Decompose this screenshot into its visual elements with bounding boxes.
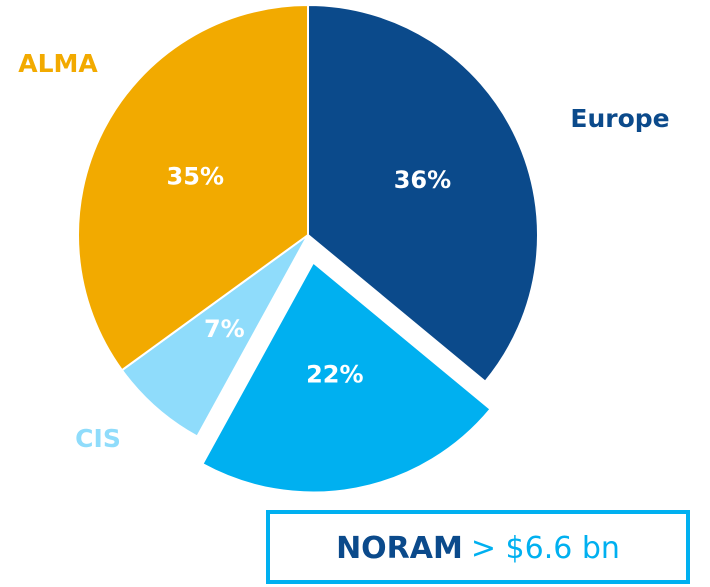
data-label: 35%	[167, 163, 224, 191]
category-label: ALMA	[18, 49, 98, 78]
data-label: 7%	[204, 315, 245, 343]
callout-region: NORAM	[336, 531, 463, 566]
callout-text: NORAM > $6.6 bn	[336, 531, 620, 566]
callout-box	[266, 510, 690, 584]
data-label: 36%	[394, 166, 451, 194]
pie-slice	[77, 3, 309, 372]
pie-slice	[201, 260, 492, 494]
pie-slice	[120, 234, 309, 438]
callout-value: > $6.6 bn	[471, 531, 620, 566]
category-label: Europe	[570, 104, 669, 133]
pie-slice	[307, 3, 539, 384]
data-label: 22%	[306, 360, 363, 388]
category-label: CIS	[75, 424, 121, 453]
